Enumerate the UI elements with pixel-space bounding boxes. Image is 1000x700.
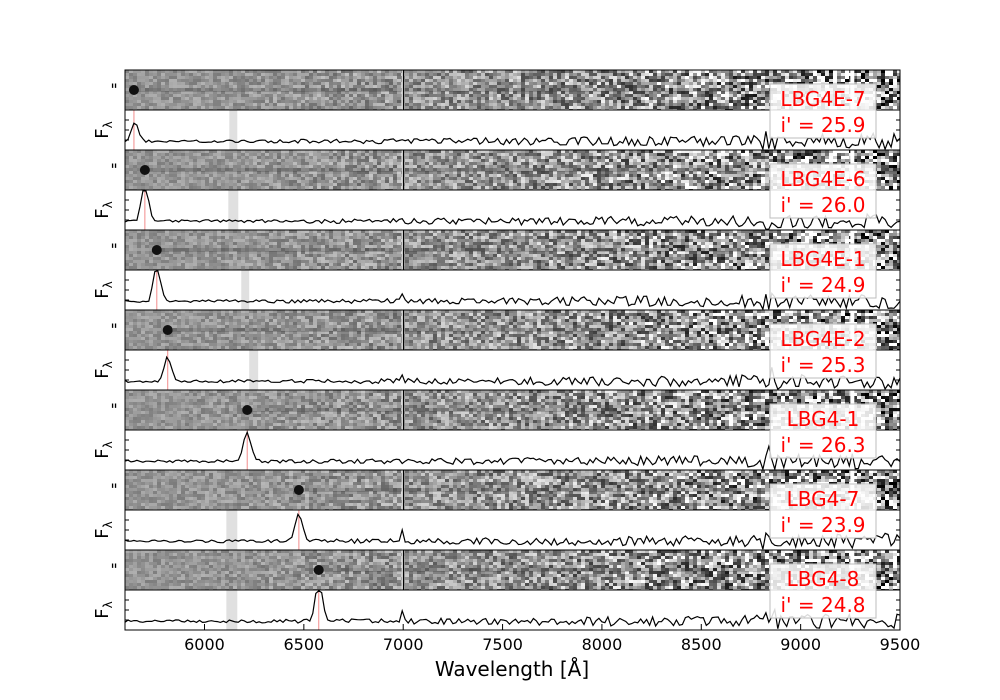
object-panel-LBG4-1: " Fλ LBG4-1i' = 26.3 [92, 389, 901, 471]
x-tick-label: 6000 [184, 635, 225, 654]
flux-y-label: Fλ [92, 361, 115, 378]
continuum-trace [247, 408, 900, 412]
object-name: LBG4-1 [787, 407, 860, 431]
x-tick-label: 7500 [482, 635, 523, 654]
object-label-box [769, 323, 877, 379]
emission-blob [293, 485, 304, 495]
object-name: LBG4E-6 [780, 167, 865, 191]
continuum-trace [156, 248, 900, 252]
emission-blob [139, 165, 150, 175]
x-axis-label: Wavelength [Å] [435, 657, 589, 681]
x-tick-label: 9500 [880, 635, 921, 654]
masked-region [228, 190, 239, 230]
image-y-label: " [110, 480, 117, 499]
object-name: LBG4E-1 [780, 247, 865, 271]
masked-region [226, 510, 238, 550]
masked-region [229, 110, 238, 150]
emission-blob [128, 85, 139, 95]
object-name: LBG4E-2 [780, 327, 865, 351]
emission-blob [162, 325, 173, 335]
image-y-label: " [110, 80, 117, 99]
continuum-trace [133, 88, 900, 92]
masked-region [226, 590, 238, 630]
spectrum-line-LBG4E-7 [125, 122, 900, 150]
spectrum-line-LBG4E-6 [125, 190, 900, 230]
image-y-label: " [110, 320, 117, 339]
x-tick-label: 8000 [582, 635, 623, 654]
panels: " Fλ LBG4E-7i' = 25.9 " Fλ LBG4E-6i' = 26.0 " F… [92, 69, 901, 631]
spectrum-line-LBG4-8 [125, 590, 900, 630]
object-label-box [769, 243, 877, 299]
object-magnitude: i' = 25.9 [780, 113, 865, 137]
object-label-box [769, 163, 877, 219]
object-panel-LBG4E-1: " Fλ LBG4E-1i' = 24.9 [92, 229, 901, 311]
flux-y-label: Fλ [92, 601, 115, 618]
x-axis: 6000 6500 7000 7500 8000 8500 9000 9500 [184, 624, 920, 654]
continuum-trace [318, 568, 900, 572]
flux-y-label: Fλ [92, 121, 115, 138]
x-tick-label: 8500 [681, 635, 722, 654]
masked-region [241, 270, 250, 310]
object-magnitude: i' = 24.9 [780, 273, 865, 297]
masked-region [249, 350, 259, 390]
emission-blob [151, 245, 162, 255]
spectrum-line-LBG4E-1 [125, 270, 900, 310]
continuum-trace [167, 328, 900, 332]
object-magnitude: i' = 24.8 [780, 593, 865, 617]
object-label-box [769, 403, 877, 459]
x-tick-label: 9000 [780, 635, 821, 654]
image-y-label: " [110, 240, 117, 259]
object-panel-LBG4E-7: " Fλ LBG4E-7i' = 25.9 [92, 69, 901, 151]
object-panel-LBG4E-6: " Fλ LBG4E-6i' = 26.0 [92, 149, 901, 231]
x-tick-label: 7000 [383, 635, 424, 654]
object-label-box [769, 83, 877, 139]
image-y-label: " [110, 160, 117, 179]
flux-y-label: Fλ [92, 201, 115, 218]
object-name: LBG4-8 [787, 567, 860, 591]
object-magnitude: i' = 25.3 [780, 353, 865, 377]
object-name: LBG4E-7 [780, 87, 865, 111]
continuum-trace [298, 488, 900, 492]
object-panel-LBG4-7: " Fλ LBG4-7i' = 23.9 [92, 469, 901, 551]
emission-blob [242, 405, 253, 415]
object-label-box [769, 483, 877, 539]
emission-blob [313, 565, 324, 575]
continuum-trace [144, 168, 900, 172]
x-tick-label: 6500 [283, 635, 324, 654]
spectrum-line-LBG4-7 [125, 512, 900, 550]
flux-y-label: Fλ [92, 441, 115, 458]
image-y-label: " [110, 400, 117, 419]
object-magnitude: i' = 26.0 [780, 193, 865, 217]
flux-y-label: Fλ [92, 281, 115, 298]
object-panel-LBG4E-2: " Fλ LBG4E-2i' = 25.3 [92, 309, 901, 391]
object-name: LBG4-7 [787, 487, 860, 511]
object-panel-LBG4-8: " Fλ LBG4-8i' = 24.8 [92, 549, 901, 631]
object-label-box [769, 563, 877, 619]
image-y-label: " [110, 560, 117, 579]
flux-y-label: Fλ [92, 521, 115, 538]
object-magnitude: i' = 26.3 [780, 433, 865, 457]
object-magnitude: i' = 23.9 [780, 513, 865, 537]
